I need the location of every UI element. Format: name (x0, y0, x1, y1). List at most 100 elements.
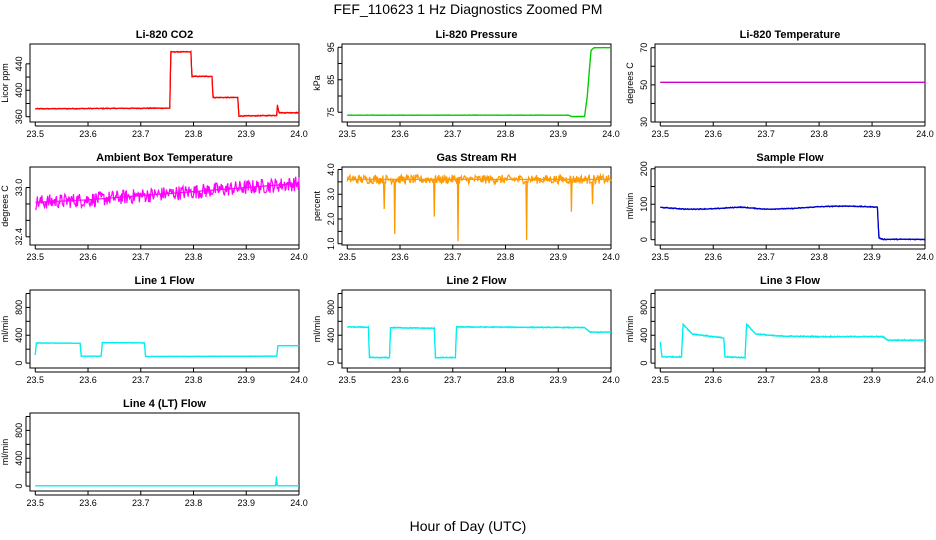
series-line (346, 325, 612, 360)
x-tick-label: 23.7 (757, 375, 775, 385)
x-tick-label: 23.9 (237, 252, 255, 262)
x-tick-label: 23.8 (497, 375, 515, 385)
plot-frame (29, 166, 300, 246)
x-tick-label: 23.5 (652, 375, 670, 385)
x-tick-label: 24.0 (602, 375, 620, 385)
x-tick-label: 23.7 (132, 498, 150, 508)
y-tick-label: 70 (639, 43, 649, 53)
y-tick-label: 0 (14, 484, 24, 489)
series-line (659, 323, 926, 360)
x-tick-label: 23.5 (339, 375, 357, 385)
y-axis-label: Licor ppm (0, 63, 10, 103)
series-line (34, 49, 300, 118)
x-tick-label: 23.5 (27, 498, 45, 508)
plot-frame (29, 289, 300, 369)
x-tick-label: 24.0 (290, 129, 308, 139)
x-tick-label: 23.5 (27, 129, 45, 139)
y-tick-label: 0 (639, 361, 649, 366)
x-tick-label: 23.6 (391, 375, 409, 385)
series-steps (659, 322, 925, 359)
x-tick-label: 23.5 (652, 252, 670, 262)
x-tick-label: 23.9 (237, 498, 255, 508)
y-tick-label: 95 (326, 42, 336, 52)
y-tick-label: 2.0 (326, 213, 336, 226)
x-tick-label: 23.9 (237, 129, 255, 139)
panel-line2: Line 2 Flow ml/min 23.5 23.6 23.7 23.8 23.9 24.… (312, 275, 620, 385)
x-tick-label: 23.5 (652, 129, 670, 139)
x-tick-label: 23.9 (237, 375, 255, 385)
plot-frame (341, 166, 612, 246)
panel-title: Line 2 Flow (447, 275, 507, 287)
x-tick-label: 24.0 (916, 129, 934, 139)
plot-frame (654, 289, 926, 369)
y-axis-label: ml/min (625, 193, 635, 220)
x-tick-label: 23.6 (704, 129, 722, 139)
y-tick-label: 800 (14, 300, 24, 315)
y-axis-label: degrees C (625, 62, 635, 104)
y-tick-label: 200 (639, 161, 649, 176)
x-tick-label: 23.5 (339, 129, 357, 139)
x-tick-label: 23.7 (444, 375, 462, 385)
x-tick-label: 24.0 (290, 498, 308, 508)
x-tick-label: 23.8 (810, 129, 828, 139)
series-line (346, 172, 612, 242)
y-tick-label: 800 (326, 300, 336, 315)
panel-title: Gas Stream RH (436, 152, 516, 164)
y-axis-label: kPa (312, 75, 322, 91)
panel-title: Line 3 Flow (760, 275, 820, 287)
y-tick-label: 32.4 (14, 228, 24, 246)
x-tick-label: 23.7 (132, 252, 150, 262)
panel-line4: Line 4 (LT) Flow ml/min 23.5 23.6 23.7 23.8 23… (0, 398, 308, 508)
x-tick-label: 23.5 (27, 252, 45, 262)
x-tick-label: 23.6 (391, 252, 409, 262)
y-tick-label: 400 (14, 451, 24, 466)
y-tick-label: 85 (326, 75, 336, 85)
panel-sample: Sample Flow ml/min 23.5 23.6 23.7 23.8 23.9 24.… (625, 152, 934, 262)
x-tick-label: 24.0 (916, 252, 934, 262)
x-tick-label: 24.0 (916, 375, 934, 385)
x-tick-label: 23.8 (185, 498, 203, 508)
y-tick-label: 0 (326, 361, 336, 366)
x-tick-label: 23.9 (863, 129, 881, 139)
series-line (35, 478, 299, 487)
x-tick-label: 23.8 (185, 375, 203, 385)
panel-title: Line 1 Flow (135, 275, 195, 287)
x-tick-label: 24.0 (290, 252, 308, 262)
y-tick-label: 800 (14, 423, 24, 438)
y-axis-label: ml/min (625, 316, 635, 343)
y-tick-label: 50 (639, 80, 649, 90)
x-tick-label: 23.6 (79, 129, 97, 139)
y-tick-label: 400 (14, 328, 24, 343)
y-tick-label: 75 (326, 107, 336, 117)
y-tick-label: 30 (639, 117, 649, 127)
y-tick-label: 33.0 (14, 179, 24, 197)
y-tick-label: 3.0 (326, 188, 336, 201)
x-tick-label: 23.7 (444, 129, 462, 139)
panel-boxtemp: Ambient Box Temperature degrees C 23.5 23.6… (0, 152, 308, 262)
y-tick-label: 440 (14, 56, 24, 71)
x-tick-label: 23.5 (27, 375, 45, 385)
y-tick-label: 0 (14, 361, 24, 366)
y-tick-label: 800 (639, 300, 649, 315)
panel-title: Ambient Box Temperature (96, 152, 233, 164)
series-steps (347, 326, 611, 359)
x-tick-label: 23.6 (79, 252, 97, 262)
panel-co2: Li-820 CO2 Licor ppm 23.5 23.6 23.7 23.8 23.9 2… (0, 29, 308, 139)
y-axis-label: percent (312, 190, 322, 221)
panel-line3: Line 3 Flow ml/min 23.5 23.6 23.7 23.8 23.9 24.… (625, 275, 934, 385)
y-tick-label: 0 (639, 237, 649, 242)
series-line (34, 176, 300, 211)
y-axis-label: degrees C (0, 185, 10, 227)
y-axis-label: ml/min (312, 316, 322, 343)
panel-line1: Line 1 Flow ml/min 23.5 23.6 23.7 23.8 23.9 24.… (0, 275, 308, 385)
y-tick-label: 100 (639, 197, 649, 212)
panel-pressure: Li-820 Pressure kPa 23.5 23.6 23.7 23.8 23.9 24… (312, 29, 620, 139)
x-tick-label: 23.8 (185, 252, 203, 262)
panel-rh: Gas Stream RH percent 23.5 23.6 23.7 23.8 23.9… (312, 152, 620, 262)
x-tick-label: 23.7 (757, 129, 775, 139)
x-tick-label: 23.9 (863, 252, 881, 262)
series-steps (35, 51, 299, 117)
x-tick-label: 23.8 (185, 129, 203, 139)
plot-frame (341, 43, 612, 123)
